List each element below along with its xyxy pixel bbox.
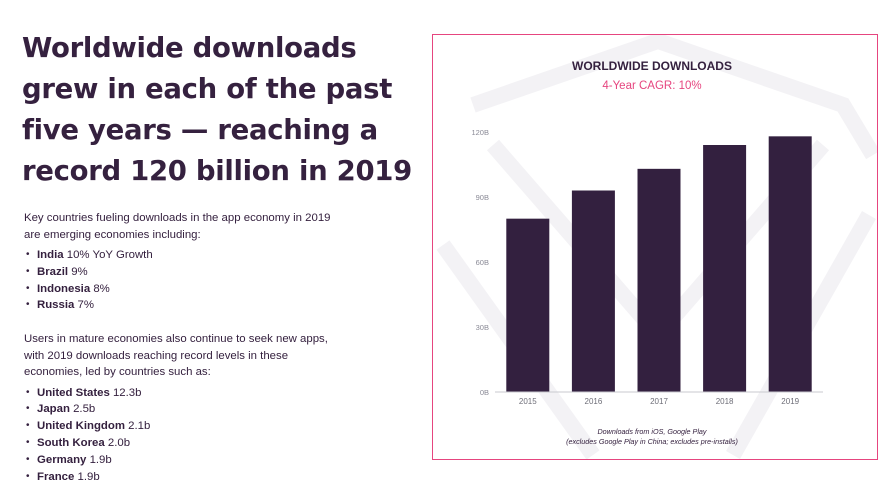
list-item: France 1.9b <box>26 469 412 486</box>
bar-series <box>506 136 812 392</box>
chart-footnote-line-2: (excludes Google Play in China; excludes… <box>566 437 738 446</box>
emerging-country-list: India 10% YoY Growth Brazil 9% Indonesia… <box>26 247 412 314</box>
y-tick-label: 0B <box>480 388 489 397</box>
x-tick-label: 2015 <box>519 397 537 406</box>
chart-title: WORLDWIDE DOWNLOADS <box>572 59 732 73</box>
list-item: Japan 2.5b <box>26 401 412 418</box>
list-item: Germany 1.9b <box>26 452 412 469</box>
chart-panel: WORLDWIDE DOWNLOADS 4-Year CAGR: 10% 0B 3… <box>432 34 878 460</box>
emerging-intro: Key countries fueling downloads in the a… <box>24 212 331 241</box>
x-tick-label: 2018 <box>716 397 734 406</box>
page-headline: Worldwide downloads grew in each of the … <box>22 32 412 187</box>
bar-2015 <box>506 218 550 392</box>
text-column: Worldwide downloads grew in each of the … <box>22 28 412 493</box>
mature-intro: Users in mature economies also continue … <box>24 333 328 379</box>
x-tick-label: 2017 <box>650 397 668 406</box>
bar-2019 <box>768 136 812 392</box>
list-item: Brazil 9% <box>26 264 412 281</box>
x-tick-label: 2016 <box>585 397 603 406</box>
list-item: Russia 7% <box>26 297 412 314</box>
x-axis: 2015 2016 2017 2018 2019 <box>519 397 800 406</box>
list-item: United Kingdom 2.1b <box>26 418 412 435</box>
downloads-bar-chart: WORLDWIDE DOWNLOADS 4-Year CAGR: 10% 0B 3… <box>436 35 877 459</box>
bar-2016 <box>571 190 615 392</box>
bar-2017 <box>637 168 681 392</box>
list-item: United States 12.3b <box>26 385 412 402</box>
mature-country-list: United States 12.3b Japan 2.5b United Ki… <box>26 385 412 486</box>
y-tick-label: 60B <box>476 258 489 267</box>
chart-footnote-line-1: Downloads from iOS, Google Play <box>597 427 706 436</box>
bar-2018 <box>703 145 747 392</box>
list-item: Indonesia 8% <box>26 281 412 298</box>
list-item: India 10% YoY Growth <box>26 247 412 264</box>
y-tick-label: 90B <box>476 193 489 202</box>
y-axis: 0B 30B 60B 90B 120B <box>471 128 489 397</box>
list-item: South Korea 2.0b <box>26 435 412 452</box>
chart-subtitle: 4-Year CAGR: 10% <box>602 80 701 92</box>
y-tick-label: 120B <box>471 128 489 137</box>
x-tick-label: 2019 <box>781 397 799 406</box>
y-tick-label: 30B <box>476 323 489 332</box>
